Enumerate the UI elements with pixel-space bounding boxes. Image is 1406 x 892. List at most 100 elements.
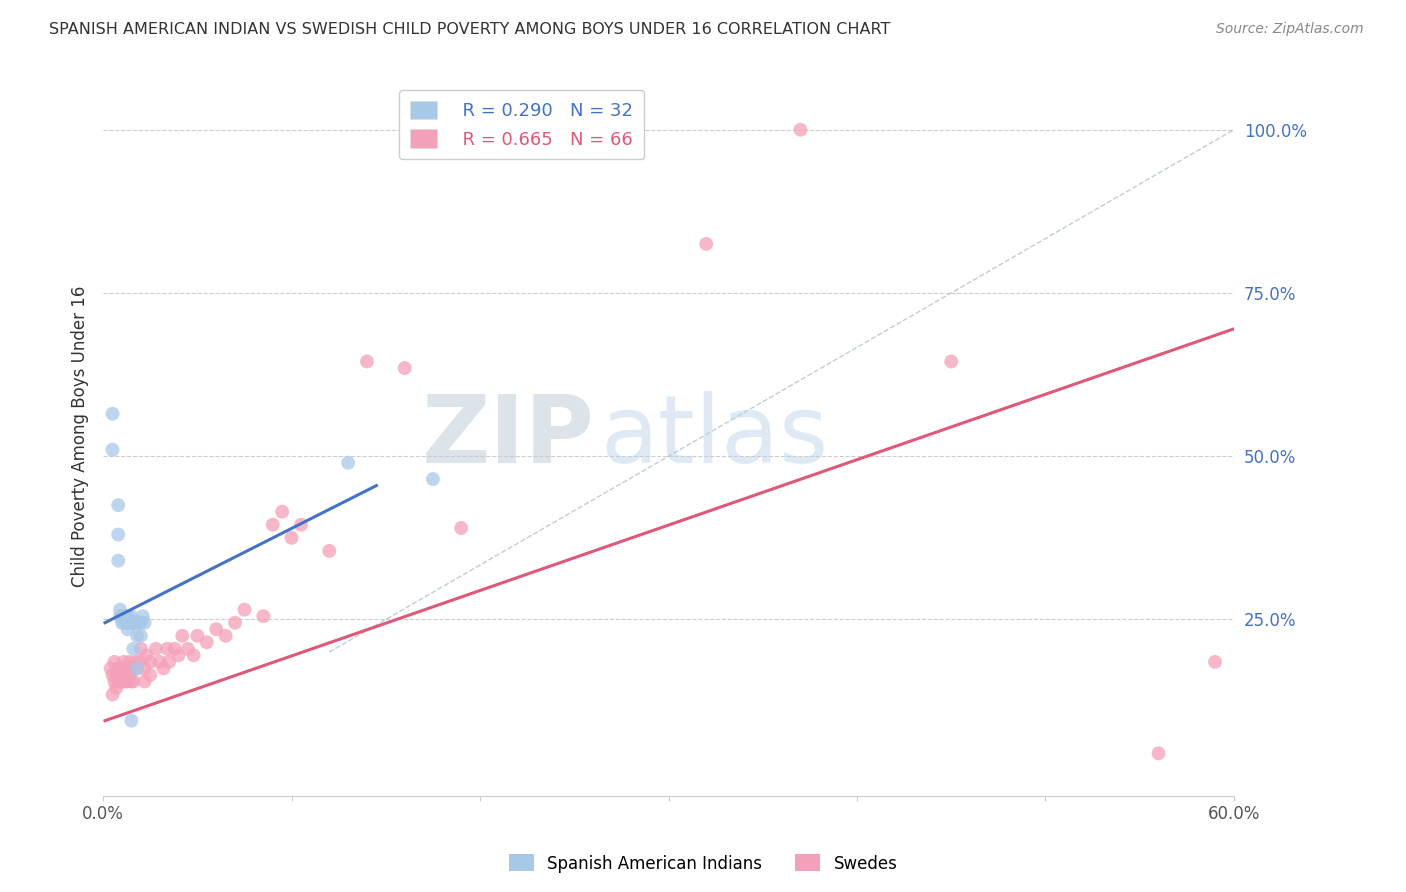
Point [134, 661, 156, 675]
Point [183, 648, 205, 663]
Point [163, 641, 186, 656]
Point [108, 674, 131, 689]
Point [177, 641, 200, 656]
Point [107, 661, 129, 675]
Point [117, 622, 139, 636]
Point [125, 629, 148, 643]
Point [134, 674, 156, 689]
Point [120, 714, 142, 728]
Point [600, 122, 623, 136]
Point [156, 641, 179, 656]
Point [117, 674, 139, 689]
Point [128, 655, 150, 669]
Point [103, 655, 125, 669]
Point [111, 661, 134, 675]
Point [118, 668, 141, 682]
Point [450, 521, 472, 535]
Point [111, 674, 134, 689]
Point [122, 641, 145, 656]
Point [290, 517, 312, 532]
Point [117, 615, 139, 630]
Point [124, 615, 146, 630]
Point [112, 655, 135, 669]
Point [101, 688, 124, 702]
Point [394, 361, 416, 376]
Point [318, 544, 340, 558]
Point [114, 615, 136, 630]
Point [1204, 655, 1226, 669]
Point [103, 674, 125, 689]
Point [789, 122, 811, 136]
Point [131, 609, 153, 624]
Point [120, 609, 142, 624]
Point [214, 629, 236, 643]
Point [108, 661, 131, 675]
Point [1147, 747, 1170, 761]
Point [117, 661, 139, 675]
Point [105, 668, 128, 682]
Point [149, 655, 172, 669]
Point [114, 674, 136, 689]
Text: ZIP: ZIP [422, 391, 595, 483]
Point [111, 609, 134, 624]
Point [124, 655, 146, 669]
Point [280, 531, 302, 545]
Point [114, 609, 136, 624]
Point [108, 609, 131, 624]
Point [139, 655, 162, 669]
Point [118, 615, 141, 630]
Point [101, 407, 124, 421]
Point [262, 517, 284, 532]
Point [128, 615, 150, 630]
Point [506, 122, 529, 136]
Point [107, 674, 129, 689]
Text: SPANISH AMERICAN INDIAN VS SWEDISH CHILD POVERTY AMONG BOYS UNDER 16 CORRELATION: SPANISH AMERICAN INDIAN VS SWEDISH CHILD… [49, 22, 890, 37]
Point [107, 498, 129, 512]
Point [117, 609, 139, 624]
Point [112, 615, 135, 630]
Point [107, 554, 129, 568]
Point [120, 615, 142, 630]
Point [100, 661, 122, 675]
Point [186, 629, 208, 643]
Point [422, 472, 444, 486]
Point [129, 629, 152, 643]
Point [129, 641, 152, 656]
Text: Source: ZipAtlas.com: Source: ZipAtlas.com [1216, 22, 1364, 37]
Legend: Spanish American Indians, Swedes: Spanish American Indians, Swedes [502, 847, 904, 880]
Point [129, 615, 152, 630]
Point [125, 661, 148, 675]
Point [111, 615, 134, 630]
Point [114, 661, 136, 675]
Point [152, 661, 174, 675]
Point [101, 442, 124, 457]
Point [122, 661, 145, 675]
Text: atlas: atlas [600, 391, 830, 483]
Point [112, 609, 135, 624]
Point [941, 354, 963, 368]
Point [108, 602, 131, 616]
Point [122, 615, 145, 630]
Point [120, 661, 142, 675]
Point [125, 661, 148, 675]
Point [139, 668, 162, 682]
Point [135, 648, 157, 663]
Point [120, 674, 142, 689]
Point [271, 505, 294, 519]
Point [205, 622, 228, 636]
Legend:   R = 0.290   N = 32,   R = 0.665   N = 66: R = 0.290 N = 32, R = 0.665 N = 66 [399, 90, 644, 160]
Point [122, 674, 145, 689]
Point [233, 602, 256, 616]
Point [695, 236, 717, 251]
Point [107, 527, 129, 541]
Y-axis label: Child Poverty Among Boys Under 16: Child Poverty Among Boys Under 16 [72, 286, 89, 587]
Point [112, 668, 135, 682]
Point [172, 629, 194, 643]
Point [195, 635, 218, 649]
Point [105, 681, 128, 695]
Point [252, 609, 274, 624]
Point [356, 354, 378, 368]
Point [224, 615, 246, 630]
Point [157, 655, 180, 669]
Point [167, 648, 190, 663]
